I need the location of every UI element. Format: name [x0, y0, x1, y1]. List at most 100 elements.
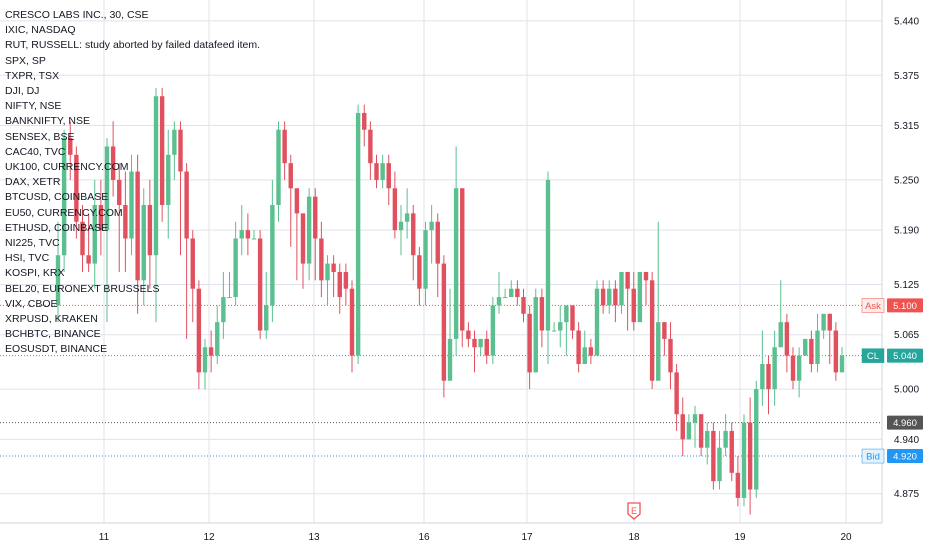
candle	[613, 280, 618, 323]
candle	[545, 171, 551, 365]
candle-body	[625, 271, 630, 289]
candle-body	[227, 297, 232, 299]
candle-body	[809, 338, 814, 365]
candle-body	[686, 422, 692, 440]
y-tick-label: 5.315	[894, 121, 919, 132]
candle	[760, 330, 765, 406]
candle	[527, 305, 532, 390]
candle	[74, 146, 79, 239]
candle	[233, 221, 238, 306]
candle	[551, 322, 557, 332]
candle	[509, 280, 514, 298]
candle	[117, 163, 122, 272]
candle	[221, 271, 226, 339]
candle-body	[607, 288, 612, 306]
price-badges: Ask 5.100 CL 5.040 4.960 Bid 4.920	[861, 298, 923, 464]
candle	[637, 271, 643, 323]
candle	[178, 121, 183, 256]
candle	[466, 322, 471, 348]
earnings-event-icon[interactable]: E	[627, 502, 641, 520]
candle-body	[839, 355, 845, 373]
y-tick-label: 5.065	[894, 330, 919, 341]
candle-body	[215, 322, 220, 356]
candle	[815, 313, 820, 373]
candle	[576, 322, 581, 373]
candle-body	[423, 230, 428, 289]
candle-body	[631, 288, 636, 323]
candle-body	[778, 322, 783, 348]
candle	[484, 330, 489, 365]
candle-body	[245, 230, 251, 239]
candle	[270, 179, 275, 323]
candle-body	[386, 163, 391, 189]
candle-body	[306, 196, 312, 264]
earnings-event-letter: E	[631, 506, 637, 516]
candle	[129, 154, 134, 256]
candle-body	[104, 146, 110, 231]
candle-body	[447, 338, 453, 381]
candle	[239, 205, 244, 256]
candle-body	[294, 188, 300, 214]
candle	[674, 364, 679, 431]
x-tick-label: 20	[840, 532, 852, 543]
candle-body	[576, 330, 581, 365]
candle	[147, 179, 153, 289]
price-line-name: Bid	[866, 452, 880, 463]
candle	[251, 230, 257, 240]
candle	[496, 271, 502, 314]
candle-body	[582, 347, 587, 365]
candle-body	[649, 280, 655, 381]
candle	[355, 104, 361, 365]
candle-body	[815, 330, 820, 365]
candle-body	[711, 430, 716, 482]
candle	[362, 104, 367, 147]
candle	[594, 280, 600, 356]
candle-body	[674, 372, 679, 415]
candle	[662, 322, 667, 356]
candle-body	[705, 430, 710, 448]
candle-body	[539, 297, 545, 331]
candle-body	[184, 171, 189, 239]
candle	[705, 422, 710, 465]
candle	[227, 271, 232, 299]
candle-body	[527, 313, 532, 373]
candle	[208, 330, 214, 373]
candle-body	[98, 205, 104, 231]
candle	[625, 271, 630, 331]
event-markers[interactable]: E	[627, 502, 641, 520]
candle	[104, 138, 110, 323]
candle	[92, 179, 97, 289]
candle-body	[343, 271, 349, 289]
candle	[515, 280, 520, 306]
candle	[386, 154, 391, 206]
candle-body	[472, 338, 477, 348]
candle-body	[551, 330, 557, 332]
x-tick-label: 13	[308, 532, 320, 543]
candle	[343, 263, 349, 306]
candle-body	[754, 389, 759, 490]
candle	[649, 271, 655, 390]
candle-body	[380, 163, 385, 180]
earnings-event-shape	[627, 502, 641, 520]
candle-body	[166, 154, 171, 206]
price-badge	[887, 415, 923, 430]
candle	[411, 205, 416, 281]
candle-body	[588, 347, 594, 356]
candle-body	[374, 163, 379, 180]
candle-body	[74, 154, 79, 222]
candle-body	[435, 221, 440, 264]
candle	[404, 188, 410, 239]
candle-body	[515, 288, 520, 298]
candle	[772, 330, 777, 406]
candle	[380, 154, 385, 189]
candle	[790, 347, 796, 390]
x-tick-label: 18	[628, 532, 640, 543]
price-line-name: Ask	[865, 301, 881, 312]
candle	[490, 297, 496, 365]
candle-body	[349, 288, 355, 356]
candle-body	[460, 188, 465, 331]
candle	[570, 305, 575, 339]
candle	[331, 255, 336, 298]
